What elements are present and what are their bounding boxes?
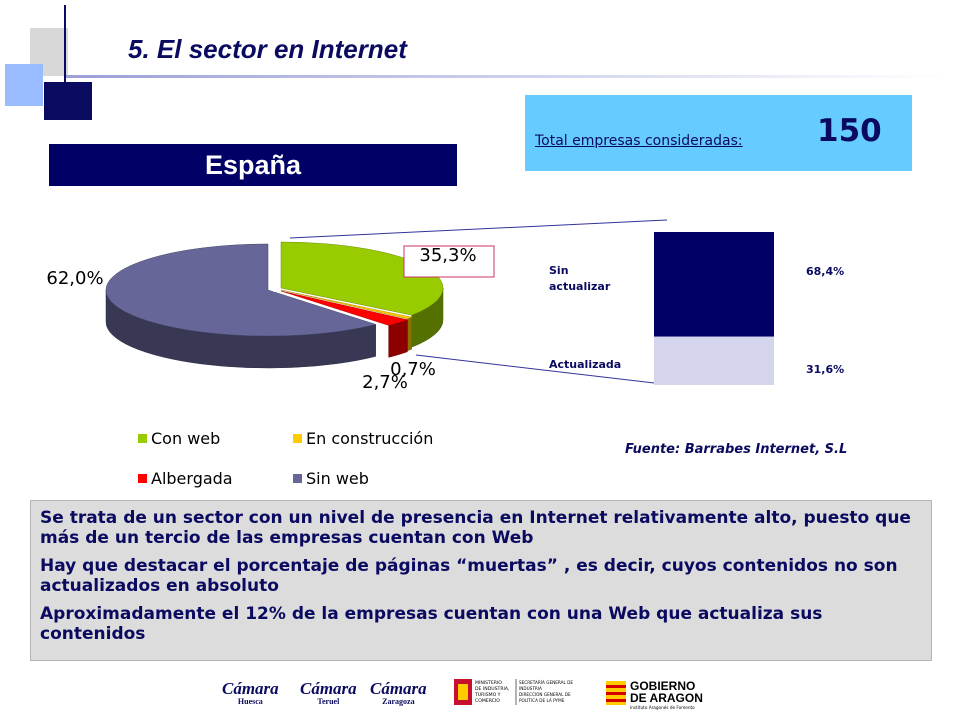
slide-title: 5. El sector en Internet xyxy=(128,34,407,64)
ministry-left-2: DE INDUSTRIA, xyxy=(475,686,510,692)
camara-huesca-name: Cámara xyxy=(222,679,279,698)
total-box: Total empresas consideradas: 150 xyxy=(525,95,912,171)
notes-box: Se trata de un sector con un nivel de pr… xyxy=(30,500,932,661)
gobierno-aragon-logo: GOBIERNO DE ARAGON Instituto Aragonés de… xyxy=(606,679,703,710)
ministry-right-3: DIRECCIÓN GENERAL DE xyxy=(519,692,571,697)
camara-teruel-name: Cámara xyxy=(300,679,357,698)
legend-swatch-con-web xyxy=(138,434,147,443)
ministry-right-1: SECRETARÍA GENERAL DE xyxy=(519,680,573,685)
pie-label-box xyxy=(403,245,495,278)
camara-zaragoza-sub: Zaragoza xyxy=(382,697,415,706)
pie-side-2 xyxy=(388,319,408,358)
camara-teruel-logo: Cámara Teruel xyxy=(300,680,357,706)
gobierno-sub: Instituto Aragonés de Fomento xyxy=(630,705,695,710)
connector-line-top xyxy=(289,219,668,239)
camara-teruel-sub: Teruel xyxy=(317,697,340,706)
note-paragraph-3: Aproximadamente el 12% de la empresas cu… xyxy=(40,604,823,644)
legend-item-en-construccion: En construcción xyxy=(293,429,433,448)
camara-zaragoza-name: Cámara xyxy=(370,679,427,698)
stacked-bar-chart: Sin actualizar 68,4% Actualizada 31,6% xyxy=(549,232,844,385)
bar-category-label-1: Actualizada xyxy=(549,358,621,371)
pie-data-label-0: 35,3% xyxy=(419,245,476,266)
camara-huesca-logo: Cámara Huesca xyxy=(222,680,279,706)
bar-value-label-0: 68,4% xyxy=(806,265,844,278)
total-label: Total empresas consideradas: xyxy=(535,133,743,149)
aragon-flag-icon xyxy=(606,681,626,705)
legend-label-en-construccion: En construcción xyxy=(306,429,434,448)
gobierno-line1: GOBIERNO xyxy=(630,679,695,693)
pie-data-label-1: 0,7% xyxy=(390,359,436,380)
legend-swatch-albergada xyxy=(138,474,147,483)
source-note: Fuente: Barrabes Internet, S.L xyxy=(625,442,848,457)
legend-item-sin-web: Sin web xyxy=(293,469,369,488)
connector-line-bottom xyxy=(415,354,655,384)
pie-data-label-3: 62,0% xyxy=(46,268,103,289)
pie-data-label-2: 2,7% xyxy=(362,372,408,393)
pie-side-1 xyxy=(407,316,412,352)
ministry-right-2: INDUSTRIA xyxy=(519,686,542,691)
pie-slice-en-construcción xyxy=(280,289,413,320)
note-paragraph-1: Se trata de un sector con un nivel de pr… xyxy=(40,508,911,548)
camara-zaragoza-logo: Cámara Zaragoza xyxy=(370,680,427,706)
legend-swatch-en-construccion xyxy=(293,434,302,443)
charts-area: 35,3% 0,7%2,7% 62,0% Sin actualizar 68,4% Act… xyxy=(46,219,844,393)
legend-label-con-web: Con web xyxy=(151,429,221,448)
decor-square-blue xyxy=(5,64,43,106)
legend-item-con-web: Con web xyxy=(138,429,220,448)
legend-item-albergada: Albergada xyxy=(138,469,233,488)
bar-segment-sin-actualizar xyxy=(654,232,774,337)
ministry-left-3: TURISMO Y xyxy=(474,692,501,698)
bar-segment-actualizada xyxy=(654,336,774,385)
spain-shield-inner xyxy=(458,684,468,700)
ministry-right-4: POLÍTICA DE LA PYME xyxy=(519,698,565,703)
gobierno-line2: DE ARAGON xyxy=(630,691,703,705)
ministry-left-4: COMERCIO xyxy=(475,698,500,704)
note-paragraph-2: Hay que destacar el porcentaje de página… xyxy=(40,556,898,596)
ministry-left-1: MINISTERIO xyxy=(475,680,502,686)
legend-label-albergada: Albergada xyxy=(151,469,233,488)
decor-square-navy xyxy=(44,82,92,120)
legend-label-sin-web: Sin web xyxy=(306,469,369,488)
pie-slice-albergada xyxy=(280,290,409,326)
camara-huesca-sub: Huesca xyxy=(237,697,263,706)
bar-value-label-1: 31,6% xyxy=(806,363,844,376)
region-banner: España xyxy=(49,144,457,186)
bar-category-label-0: Sin actualizar xyxy=(549,264,611,293)
pie-slice-sin-web xyxy=(105,243,377,337)
legend-swatch-sin-web xyxy=(293,474,302,483)
ministry-logo: MINISTERIO DE INDUSTRIA, TURISMO Y COMER… xyxy=(454,679,573,705)
total-value: 150 xyxy=(817,113,882,149)
pie-chart: 35,3% 0,7%2,7% 62,0% xyxy=(46,219,668,393)
decor-vertical-line xyxy=(64,5,66,110)
title-underline xyxy=(66,75,946,78)
